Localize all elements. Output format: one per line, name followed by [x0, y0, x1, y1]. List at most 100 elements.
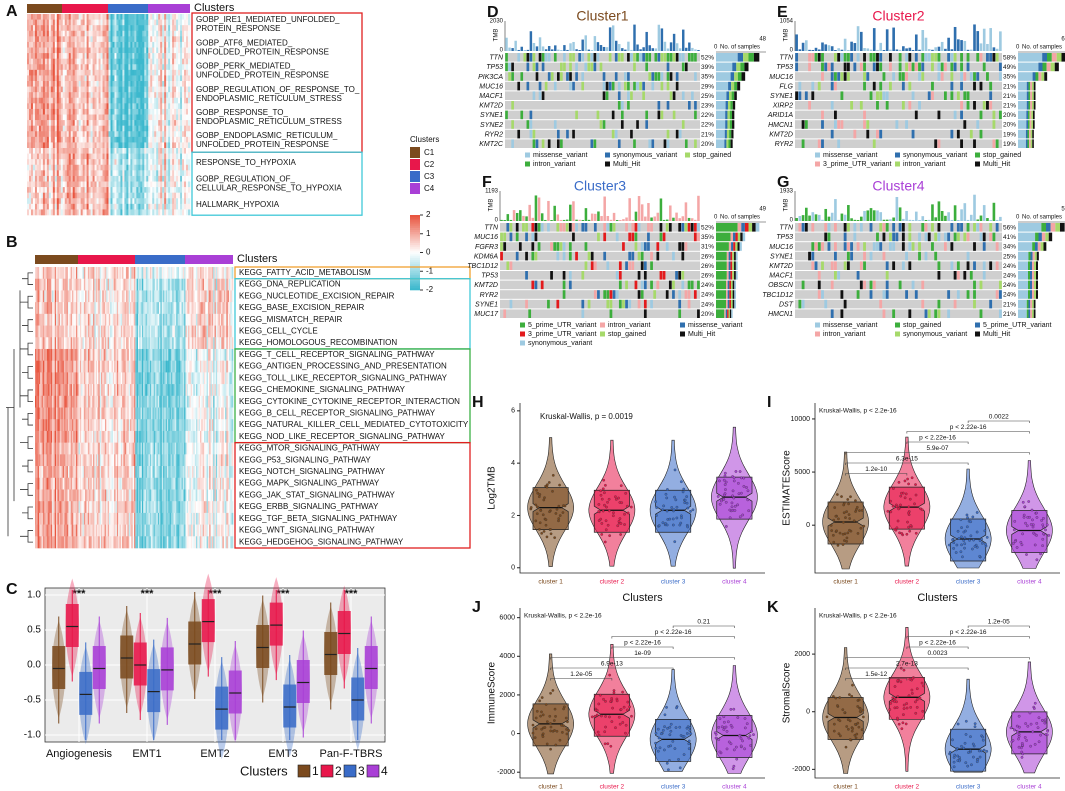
heat-cell — [92, 187, 95, 193]
heat-cell — [77, 524, 79, 537]
heat-cell — [82, 153, 85, 160]
heat-cell — [110, 25, 113, 32]
colorbar-step — [410, 230, 420, 233]
heat-cell — [164, 136, 167, 143]
heat-cell — [132, 337, 135, 350]
heat-cell — [60, 142, 64, 149]
heat-cell — [160, 64, 163, 71]
heat-cell — [108, 407, 111, 420]
heat-cell — [64, 430, 66, 443]
heat-cell — [112, 142, 115, 149]
heat-cell — [114, 384, 116, 397]
heat-cell — [41, 360, 44, 373]
heat-cell — [142, 120, 145, 126]
heat-cell — [186, 187, 189, 193]
heat-cell — [40, 407, 42, 420]
heat-cell — [119, 442, 122, 455]
heat-cell — [110, 36, 113, 43]
heat-cell — [168, 30, 171, 37]
heat-cell — [56, 209, 60, 216]
heat-cell — [94, 360, 97, 373]
heat-cell — [74, 64, 77, 71]
heat-cell — [126, 92, 129, 99]
heat-cell — [61, 372, 64, 385]
heat-cell — [126, 131, 129, 138]
heat-cell — [68, 313, 70, 326]
heat-cell — [142, 187, 145, 193]
heat-cell — [84, 47, 87, 54]
heat-cell — [166, 30, 169, 37]
heat-cell — [122, 348, 124, 361]
heat-cell — [118, 58, 121, 65]
heat-cell — [126, 203, 129, 210]
heat-cell — [83, 302, 86, 315]
heat-cell — [66, 313, 69, 326]
heat-cell — [36, 203, 40, 210]
heat-cell — [158, 148, 161, 154]
heat-cell — [68, 153, 72, 160]
heat-cell — [178, 187, 181, 193]
heat-cell — [91, 489, 94, 502]
heat-cell — [126, 466, 128, 479]
heat-cell — [35, 466, 37, 479]
heat-cell — [120, 58, 123, 65]
heat-cell — [70, 430, 73, 443]
heat-cell — [116, 302, 119, 315]
heat-cell — [27, 136, 30, 143]
heat-cell — [91, 501, 94, 514]
heat-cell — [28, 170, 32, 177]
heat-cell — [168, 108, 171, 115]
heat-cell — [68, 536, 70, 549]
heat-cell — [178, 86, 181, 93]
heat-cell — [139, 337, 141, 350]
heat-cell — [46, 148, 50, 154]
heat-cell — [94, 114, 97, 121]
heat-cell — [168, 170, 171, 177]
heat-cell — [40, 159, 44, 166]
heat-cell — [28, 175, 32, 182]
heat-cell — [75, 501, 78, 514]
heat-cell — [98, 36, 101, 43]
heat-cell — [137, 278, 140, 291]
heat-cell — [172, 142, 175, 149]
heat-cell — [76, 170, 79, 177]
heat-cell — [144, 75, 147, 82]
heat-cell — [46, 170, 50, 177]
heat-cell — [137, 430, 140, 443]
heat-cell — [170, 81, 173, 87]
heat-cell — [38, 92, 42, 99]
heat-cell — [130, 108, 133, 115]
heat-cell — [88, 25, 91, 32]
heat-cell — [56, 103, 60, 110]
heat-cell — [79, 407, 82, 420]
heat-cell — [134, 136, 137, 143]
heat-cell — [58, 419, 61, 432]
heat-cell — [40, 92, 44, 99]
heat-cell — [110, 454, 112, 467]
heat-cell — [152, 164, 155, 171]
heat-cell — [56, 337, 58, 350]
heat-cell — [92, 69, 95, 76]
heat-cell — [61, 466, 64, 479]
heat-cell — [114, 64, 117, 71]
heat-cell — [42, 407, 45, 420]
heat-cell — [54, 348, 57, 361]
heat-cell — [118, 372, 120, 385]
colorbar-label: 0 — [426, 248, 431, 257]
heat-cell — [107, 290, 110, 303]
heat-cell — [62, 14, 66, 20]
heat-cell — [123, 278, 126, 291]
heat-cell — [114, 30, 117, 37]
heat-cell — [76, 120, 79, 126]
heat-cell — [83, 290, 86, 303]
heat-cell — [42, 142, 46, 149]
heat-cell — [44, 501, 46, 514]
heat-cell — [127, 372, 130, 385]
heat-cell — [36, 108, 40, 115]
heat-cell — [135, 454, 137, 467]
heat-cell — [70, 97, 74, 104]
heat-cell — [48, 30, 52, 37]
heat-cell — [50, 192, 54, 199]
heat-cell — [46, 192, 50, 199]
heat-cell — [75, 302, 78, 315]
